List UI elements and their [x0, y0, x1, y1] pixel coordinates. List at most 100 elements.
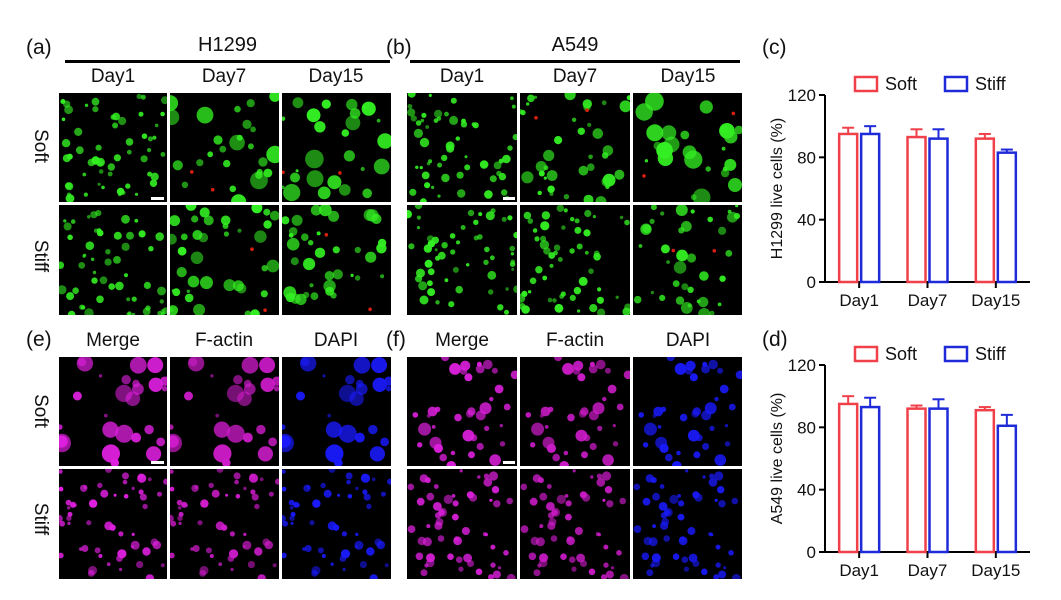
cell-dot — [226, 384, 245, 402]
cell-dot — [241, 357, 259, 374]
cell-dot — [170, 552, 175, 559]
cell-dot — [529, 277, 537, 285]
cell-dot — [601, 152, 609, 159]
cell-dot — [337, 493, 341, 497]
cell-dot — [338, 384, 357, 402]
cell-dot — [414, 205, 423, 210]
cell-dot — [387, 478, 391, 485]
cell-dot — [596, 296, 604, 304]
cell-dot — [456, 556, 463, 563]
cell-dot — [354, 540, 364, 550]
cell-dot — [695, 434, 703, 442]
cell-dot — [345, 115, 361, 131]
cell-dot — [310, 292, 319, 300]
cell-dot — [177, 515, 183, 521]
cell-dot — [108, 283, 115, 290]
cell-dot — [136, 93, 142, 100]
panel-a-row-soft: Soft — [30, 129, 51, 163]
cell-dot — [380, 274, 385, 279]
cell-dot — [360, 473, 371, 483]
cell-dot — [602, 498, 606, 502]
cell-dot — [679, 413, 688, 422]
cell-dot — [666, 260, 670, 264]
cell-dot — [332, 269, 343, 280]
cell-dot — [659, 294, 666, 301]
cell-dot — [170, 233, 177, 245]
cell-dot — [436, 116, 442, 121]
cell-dot — [142, 547, 151, 556]
cell-dot — [368, 424, 378, 435]
cell-dot — [431, 425, 436, 429]
cell-dot — [327, 175, 342, 190]
cell-pattern — [282, 357, 391, 466]
cell-dot — [499, 424, 503, 428]
cell-dot — [213, 421, 230, 438]
cell-dot — [687, 286, 694, 293]
cell-dot — [660, 521, 669, 530]
cell-dot — [415, 552, 424, 561]
cell-dot — [229, 134, 245, 151]
cell-dot — [416, 268, 425, 278]
cell-dot — [170, 95, 179, 112]
image-tile — [170, 205, 279, 315]
cell-dot — [421, 171, 430, 180]
cell-dot — [362, 105, 367, 109]
cell-dot — [431, 185, 435, 189]
cell-dot — [659, 443, 669, 453]
cell-dot — [593, 250, 600, 257]
cell-dot — [275, 478, 279, 485]
cell-dot — [642, 224, 652, 234]
cell-dot — [116, 555, 123, 562]
cell-dot — [67, 521, 71, 525]
cell-dot — [479, 160, 489, 169]
dead-cell-dot — [671, 248, 676, 253]
image-tile — [407, 205, 517, 315]
cell-dot — [590, 475, 594, 479]
panel-e-label: (e) — [26, 328, 52, 351]
cell-dot — [282, 514, 286, 523]
cell-dot — [366, 209, 379, 222]
cell-dot — [328, 469, 336, 473]
cell-dot — [200, 499, 209, 508]
cell-dot — [101, 444, 120, 463]
cell-dot — [318, 205, 332, 217]
cell-pattern — [282, 205, 387, 312]
cell-dot — [210, 374, 214, 378]
cell-dot — [483, 259, 489, 265]
cell-dot — [372, 377, 387, 392]
cell-dot — [65, 499, 72, 506]
cell-dot — [170, 469, 174, 474]
bar-soft — [906, 135, 927, 284]
cell-dot — [520, 525, 529, 533]
cell-dot — [471, 122, 476, 127]
cell-dot — [282, 185, 285, 190]
cell-dot — [113, 154, 121, 162]
cell-dot — [606, 500, 614, 508]
cell-dot — [312, 499, 321, 508]
panel-f-col-2: F-actin — [545, 330, 605, 351]
cell-dot — [675, 296, 685, 305]
bar-stiff — [928, 407, 949, 554]
cell-dot — [602, 454, 614, 466]
cell-dot — [94, 547, 101, 554]
cell-dot — [290, 257, 299, 266]
cell-dot — [553, 357, 563, 362]
cell-dot — [113, 493, 117, 497]
cell-dot — [242, 540, 252, 550]
panel-a-rule — [65, 60, 390, 63]
cell-dot — [282, 424, 286, 430]
cell-dot — [301, 233, 309, 241]
panel-f-col-1: Merge — [435, 330, 489, 351]
cell-dot — [638, 412, 644, 418]
cell-dot — [658, 502, 668, 511]
cell-dot — [123, 273, 129, 278]
cell-dot — [327, 413, 332, 418]
cell-dot — [734, 125, 742, 135]
cell-dot — [528, 552, 537, 561]
cell-dot — [525, 412, 532, 418]
cell-dot — [475, 568, 483, 576]
cell-dot — [366, 503, 372, 510]
cell-dot — [157, 286, 166, 296]
cell-dot — [420, 118, 425, 123]
cell-dot — [138, 230, 146, 238]
